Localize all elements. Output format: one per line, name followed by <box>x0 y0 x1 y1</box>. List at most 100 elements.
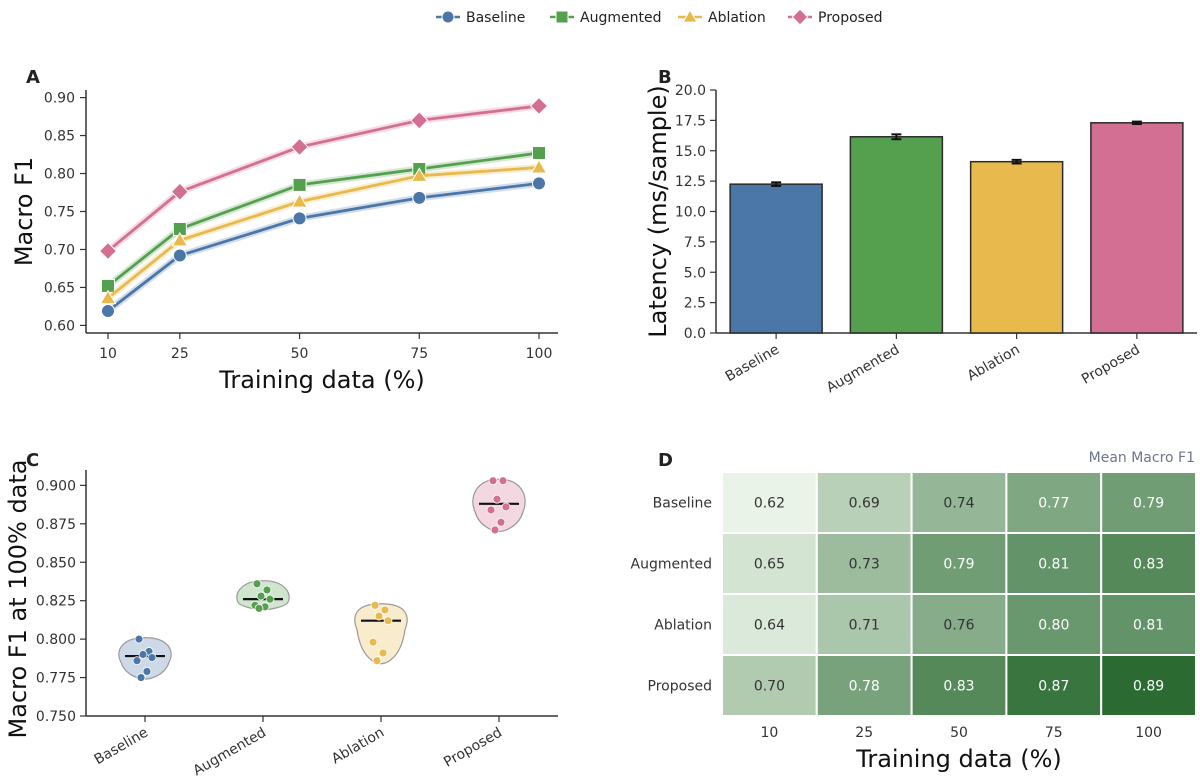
point-ablation <box>370 600 380 610</box>
y-axis-title: Macro F1 at 100% data <box>4 459 32 738</box>
heatmap-cell-label: 0.74 <box>943 496 974 512</box>
heatmap-title: Mean Macro F1 <box>1089 450 1195 466</box>
heatmap-cell-label: 0.64 <box>754 618 785 634</box>
heatmap-cell-label: 0.79 <box>1133 496 1164 512</box>
panel-letter-c: C <box>26 450 39 471</box>
heatmap-cell-label: 0.79 <box>943 557 974 573</box>
y-tick-label: 0.65 <box>44 280 75 296</box>
point-baseline <box>412 190 427 205</box>
bar-proposed <box>1090 122 1184 334</box>
point-ablation <box>368 637 378 647</box>
y-tick-label: 0.90 <box>44 91 75 107</box>
point-baseline <box>101 303 115 318</box>
heatmap-cell <box>1100 593 1197 656</box>
point-augmented <box>254 603 264 613</box>
y-tick-label: 0.70 <box>44 242 75 258</box>
legend-marker-ablation <box>682 9 698 23</box>
y-tick-label: 0.825 <box>36 594 76 610</box>
legend-marker-augmented <box>555 10 569 24</box>
y-tick-label: 0.0 <box>684 326 706 342</box>
heatmap-cell-label: 0.69 <box>849 496 880 512</box>
point-proposed <box>496 517 506 527</box>
x-tick-label: Baseline <box>723 342 782 386</box>
heatmap-cell <box>1100 654 1197 717</box>
bar-ablation <box>969 160 1064 334</box>
heatmap-cell <box>1100 471 1197 534</box>
y-tick-label: 12.5 <box>675 174 706 190</box>
heatmap-cell-label: 0.87 <box>1038 679 1069 695</box>
heatmap-cell <box>721 654 818 717</box>
point-ablation <box>530 158 548 174</box>
legend-label-proposed: Proposed <box>818 10 882 26</box>
point-ablation <box>291 193 308 208</box>
point-baseline <box>147 653 157 662</box>
y-tick-label: 0.80 <box>44 167 75 183</box>
point-augmented <box>252 579 262 589</box>
heatmap-cell-label: 0.77 <box>1038 496 1069 512</box>
x-tick-label: Baseline <box>92 725 151 769</box>
panel-b-bar-chart: B 0.0 2.5 5.0 7.5 10.0 12.5 15.0 17.5 20.0 Baselin… <box>644 67 1197 396</box>
point-proposed <box>290 137 309 157</box>
panel-letter-d: D <box>658 450 673 471</box>
x-tick-label: 50 <box>950 725 968 741</box>
row-label: Augmented <box>631 557 712 573</box>
point-ablation <box>99 289 117 305</box>
heatmap-cell-label: 0.65 <box>754 557 785 573</box>
heatmap-cell-label: 0.70 <box>754 679 785 695</box>
row-label: Proposed <box>648 679 712 695</box>
y-axis-title: Latency (ms/sample) <box>644 85 672 337</box>
legend-marker-baseline <box>441 10 455 24</box>
point-augmented <box>292 177 307 192</box>
bar-baseline <box>729 183 823 334</box>
panel-letter-a: A <box>26 67 40 88</box>
point-augmented <box>262 585 272 595</box>
legend-label-augmented: Augmented <box>580 10 661 26</box>
point-baseline <box>292 211 307 226</box>
heatmap-cell <box>910 532 1008 595</box>
y-tick-label: 0.750 <box>36 709 76 725</box>
point-ablation <box>410 167 428 182</box>
x-tick-label: 75 <box>1045 725 1063 741</box>
x-tick-label: 75 <box>410 346 428 362</box>
legend: Baseline Augmented Ablation Proposed <box>436 8 882 26</box>
x-tick-label: 10 <box>760 725 778 741</box>
panel-a-line-chart: A 0.60 0.65 0.70 0.75 0.80 0.85 0.90 10 25 50 75 100… <box>10 67 558 394</box>
point-proposed <box>492 494 502 504</box>
point-augmented <box>265 594 275 604</box>
point-baseline <box>132 656 142 666</box>
point-proposed <box>98 241 118 261</box>
x-tick-label: Augmented <box>190 725 269 780</box>
point-ablation <box>383 616 393 626</box>
x-tick-label: Augmented <box>824 342 903 397</box>
legend-label-baseline: Baseline <box>466 10 525 26</box>
point-ablation <box>380 605 390 615</box>
y-tick-label: 0.875 <box>36 517 76 533</box>
point-proposed <box>488 476 498 486</box>
point-proposed <box>529 96 549 116</box>
legend-marker-proposed <box>791 8 809 26</box>
point-baseline <box>172 248 187 263</box>
y-axis-title: Macro F1 <box>10 157 38 266</box>
y-tick-label: 0.850 <box>36 555 76 571</box>
point-ablation <box>374 611 384 621</box>
legend-label-ablation: Ablation <box>708 10 766 26</box>
point-proposed <box>410 111 429 130</box>
heatmap-cell-label: 0.62 <box>754 496 785 512</box>
x-tick-label: Ablation <box>965 342 1023 385</box>
point-augmented <box>532 146 546 161</box>
heatmap-cell <box>910 593 1008 656</box>
heatmap-cell <box>815 471 913 534</box>
point-baseline <box>142 667 152 676</box>
y-tick-label: 7.5 <box>684 235 706 251</box>
point-ablation <box>372 656 382 666</box>
point-baseline <box>532 176 546 191</box>
row-label: Baseline <box>653 496 712 512</box>
x-tick-label: 25 <box>855 725 873 741</box>
heatmap-cell <box>721 593 818 656</box>
point-ablation <box>378 648 388 658</box>
x-tick-label: 50 <box>291 346 309 362</box>
y-tick-label: 0.900 <box>36 478 76 494</box>
y-tick-label: 5.0 <box>684 265 706 281</box>
point-baseline <box>134 634 144 644</box>
